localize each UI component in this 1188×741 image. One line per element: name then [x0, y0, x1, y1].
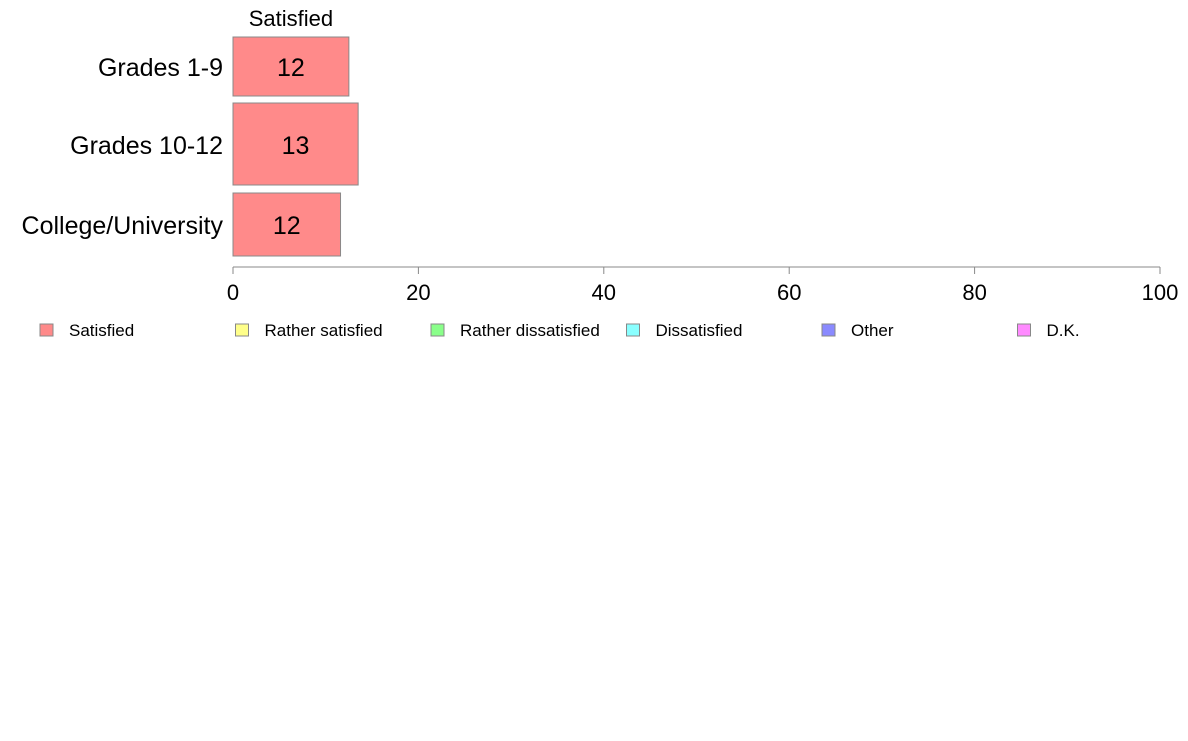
legend-swatch	[821, 323, 836, 337]
data-label: 13	[282, 132, 310, 160]
x-tick-label: 40	[592, 280, 616, 305]
legend-label: D.K.	[1047, 321, 1080, 340]
legend-label: Rather satisfied	[265, 321, 383, 340]
bar-segment	[232, 36, 350, 97]
data-label: 12	[273, 212, 301, 240]
legend-swatch	[1017, 323, 1031, 337]
x-tick-label: 0	[227, 280, 239, 305]
category-label: College/University	[22, 212, 224, 240]
legend-swatch	[235, 323, 249, 337]
legend-label: Other	[851, 321, 894, 340]
legend-label: Satisfied	[69, 321, 134, 340]
legend-swatch	[39, 323, 54, 337]
data-label: 12	[277, 54, 305, 82]
x-tick-label: 100	[1142, 280, 1179, 305]
legend-swatch	[626, 323, 640, 337]
x-tick-label: 60	[777, 280, 801, 305]
segment-header: Satisfied	[249, 6, 333, 31]
legend-swatch	[430, 323, 445, 337]
category-label: Grades 10-12	[70, 132, 223, 160]
category-label: Grades 1-9	[98, 54, 223, 82]
x-tick-label: 80	[962, 280, 986, 305]
legend-label: Dissatisfied	[656, 321, 743, 340]
legend-label: Rather dissatisfied	[460, 321, 600, 340]
bar-segment	[232, 192, 342, 257]
x-tick-label: 20	[406, 280, 430, 305]
bar-segment	[232, 102, 359, 186]
